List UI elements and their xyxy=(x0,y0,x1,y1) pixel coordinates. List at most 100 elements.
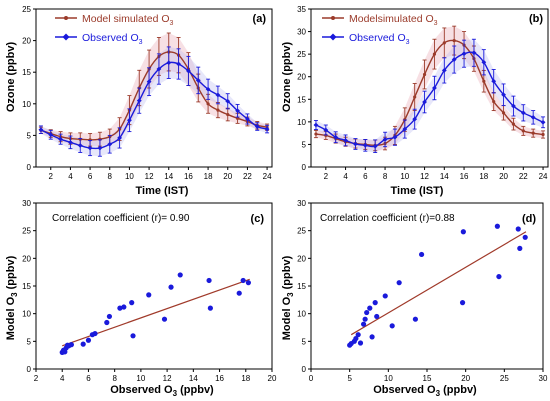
panel-d-data-point xyxy=(515,226,521,232)
panel-c-data-point xyxy=(161,316,168,322)
panel-a-observed-point xyxy=(225,98,231,104)
panel-b-x-tick-label: 8 xyxy=(383,172,388,181)
panel-d-data-point xyxy=(418,251,425,258)
panel-b-observed-point xyxy=(540,119,546,125)
panel-b-observed-point xyxy=(422,99,427,105)
legend-model-label: Modelsimulated O3 xyxy=(349,13,438,27)
panel-a-observed-point xyxy=(186,68,191,74)
panel-b-observed-point xyxy=(481,59,487,65)
panel-d-y-tick-label: 0 xyxy=(302,365,307,374)
panel-c-data-point xyxy=(177,272,183,278)
panel-c-data-point xyxy=(106,313,113,320)
panel-d-x-axis-label: Observed O3 (ppbv) xyxy=(373,384,477,398)
panel-b-observed-point xyxy=(313,122,319,128)
panel-c-x-tick-label: 8 xyxy=(112,374,117,383)
panel-d-data-point xyxy=(367,305,373,311)
panel-c-y-tick-label: 20 xyxy=(22,254,31,263)
panel-b-observed-point xyxy=(511,103,516,109)
panel-d-data-point xyxy=(517,245,523,251)
panel-a-x-tick-label: 20 xyxy=(223,172,232,181)
panel-a-observed-point xyxy=(48,132,54,138)
panel-b-plot-frame xyxy=(310,8,549,168)
panel-b-observed-point xyxy=(520,110,526,116)
panel-c-x-tick-label: 16 xyxy=(215,374,224,383)
panel-d-x-tick-label: 20 xyxy=(461,374,470,383)
panel-a-observed-point xyxy=(107,141,113,147)
panel-c-y-axis-label: Model O3 (ppbv) xyxy=(5,255,19,340)
panel-d-data-point xyxy=(412,316,418,322)
panel-d-x-tick-label: 15 xyxy=(423,374,432,383)
panel-b-observed-point xyxy=(343,137,348,143)
panel-d-data-point xyxy=(389,323,395,329)
panel-c-data-point xyxy=(245,280,251,286)
panel-b-observed-point xyxy=(362,142,368,148)
panel-a-x-tick-label: 16 xyxy=(184,172,193,181)
panel-b-y-tick-label: 35 xyxy=(297,5,306,14)
panel-d-data-point xyxy=(396,280,402,286)
legend-observed-label: Observed O3 xyxy=(82,32,143,46)
panel-b-model-point xyxy=(452,39,456,43)
panel-b-y-tick-label: 5 xyxy=(302,140,307,149)
panel-c-data-point xyxy=(206,277,212,284)
panel-b-legend: Modelsimulated O3 Observed O3 xyxy=(322,13,438,46)
panel-c-data-point xyxy=(85,337,92,343)
panel-c-data-point xyxy=(236,290,242,296)
panel-b-model-point xyxy=(531,131,535,135)
panel-b-x-tick-label: 14 xyxy=(440,172,449,181)
panel-c-scatter-chart: Observed O3 (ppbv) Model O3 (ppbv) (c) C… xyxy=(5,199,277,398)
panel-c-label: (c) xyxy=(251,213,265,225)
legend-model-marker xyxy=(331,16,335,20)
panel-a-model-point xyxy=(226,112,230,117)
panel-a-y-tick-label: 15 xyxy=(22,68,31,77)
panel-b-x-tick-label: 24 xyxy=(539,172,548,181)
panel-d-x-tick-label: 25 xyxy=(500,374,509,383)
panel-d-plot-frame xyxy=(310,202,544,370)
panel-b-observed-point xyxy=(402,126,408,132)
panel-b-x-tick-label: 16 xyxy=(460,172,469,181)
panel-c-y-tick-label: 10 xyxy=(22,310,31,319)
panel-a-observed-point xyxy=(58,136,63,142)
panel-b-observed-point xyxy=(333,134,339,140)
panel-b-x-tick-label: 22 xyxy=(519,172,528,181)
panel-d-data-point xyxy=(460,229,466,235)
panel-a-x-tick-label: 6 xyxy=(88,172,93,181)
panel-a-model-point xyxy=(206,102,210,106)
panel-b-model-point xyxy=(511,122,516,126)
panel-d-label: (d) xyxy=(522,213,536,225)
legend-observed-marker xyxy=(329,33,337,41)
panel-a-observed-error-band xyxy=(40,46,268,157)
panel-b-observed-point xyxy=(471,50,477,56)
panel-d-data-point xyxy=(355,332,361,338)
panel-d-data-point xyxy=(522,234,528,240)
panel-b-model-point xyxy=(501,111,506,115)
panel-c-x-tick-label: 6 xyxy=(86,374,91,383)
panel-c-data-point xyxy=(130,333,136,339)
panel-d-data-point xyxy=(459,300,466,306)
panel-b-model-point xyxy=(482,79,486,83)
panel-b-x-tick-label: 4 xyxy=(343,172,348,181)
panel-b-observed-point xyxy=(441,67,447,73)
panel-a-x-tick-label: 22 xyxy=(243,172,252,181)
panel-c-y-tick-label: 30 xyxy=(22,199,31,208)
panel-b-model-point xyxy=(432,52,437,56)
panel-d-x-tick-label: 0 xyxy=(309,374,314,383)
panel-b-model-point xyxy=(521,129,525,133)
panel-d-regression-line xyxy=(350,231,527,336)
panel-a-x-tick-label: 18 xyxy=(204,172,213,181)
panel-d-data-point xyxy=(496,273,502,280)
panel-d-y-tick-label: 5 xyxy=(302,337,307,346)
panel-c-x-axis-label: Observed O3 (ppbv) xyxy=(110,384,214,398)
legend-observed-label: Observed O3 xyxy=(349,32,410,46)
panel-d-x-tick-label: 30 xyxy=(539,374,548,383)
panel-a-x-axis-label: Time (IST) xyxy=(136,185,189,197)
panel-a-model-point xyxy=(216,108,220,112)
panel-c-y-tick-label: 5 xyxy=(27,337,32,346)
panel-a-line-chart: Time (IST) Ozone (ppbv) (a) Model simula… xyxy=(5,5,273,197)
panel-c-x-tick-label: 2 xyxy=(34,374,39,383)
panel-d-data-point xyxy=(382,293,388,299)
panel-c-x-tick-label: 14 xyxy=(189,374,198,383)
panel-c-data-point xyxy=(129,300,135,306)
panel-b-x-tick-label: 10 xyxy=(400,172,409,181)
panel-a-observed-point xyxy=(77,143,83,148)
